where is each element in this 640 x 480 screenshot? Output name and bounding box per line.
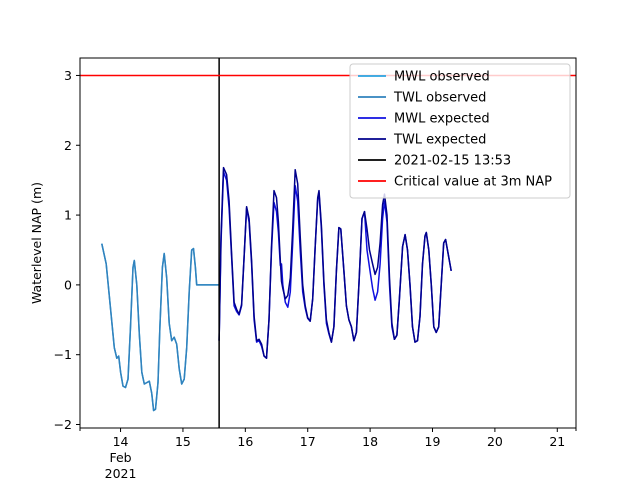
- y-ticks: −2 −1 0 1 2 3: [54, 68, 80, 432]
- x-tick-sublabel: Feb: [109, 450, 131, 465]
- x-tick-label: 19: [425, 434, 441, 449]
- legend-entry-critical-value-at-3m-nap: Critical value at 3m NAP: [394, 175, 552, 190]
- y-tick-label: 0: [64, 277, 72, 292]
- legend-entry-2021-02-15-13-53: 2021-02-15 13:53: [394, 154, 511, 169]
- legend-entry-mwl-observed: MWL observed: [394, 70, 490, 85]
- x-tick-sublabel: 2021: [105, 466, 137, 480]
- legend-box: [349, 63, 571, 199]
- legend-entry-mwl-expected: MWL expected: [394, 112, 490, 127]
- y-tick-label: 3: [64, 68, 72, 83]
- x-tick-label: 14: [113, 434, 129, 449]
- y-axis-label: Waterlevel NAP (m): [29, 182, 44, 304]
- x-tick-label: 17: [300, 434, 316, 449]
- series-mwl-expected-line: [218, 171, 452, 359]
- plot-lines: [80, 58, 576, 428]
- legend: MWL observed TWL observed MWL expected TWL …: [349, 63, 571, 199]
- x-tick-label: 20: [487, 434, 503, 449]
- y-tick-label: −1: [54, 347, 72, 362]
- x-tick-label: 21: [549, 434, 565, 449]
- series-twl-expected-line: [218, 166, 452, 359]
- y-tick-label: 2: [64, 138, 72, 153]
- x-tick-label: 18: [362, 434, 378, 449]
- plot-frame: [79, 57, 577, 429]
- legend-entry-twl-expected: TWL expected: [393, 133, 486, 148]
- y-tick-label: −2: [54, 417, 72, 432]
- y-tick-label: 1: [64, 208, 72, 223]
- x-tick-label: 15: [175, 434, 191, 449]
- series-twl-observed-line: [101, 243, 220, 412]
- x-tick-label: 16: [237, 434, 253, 449]
- legend-entry-twl-observed: TWL observed: [393, 91, 486, 106]
